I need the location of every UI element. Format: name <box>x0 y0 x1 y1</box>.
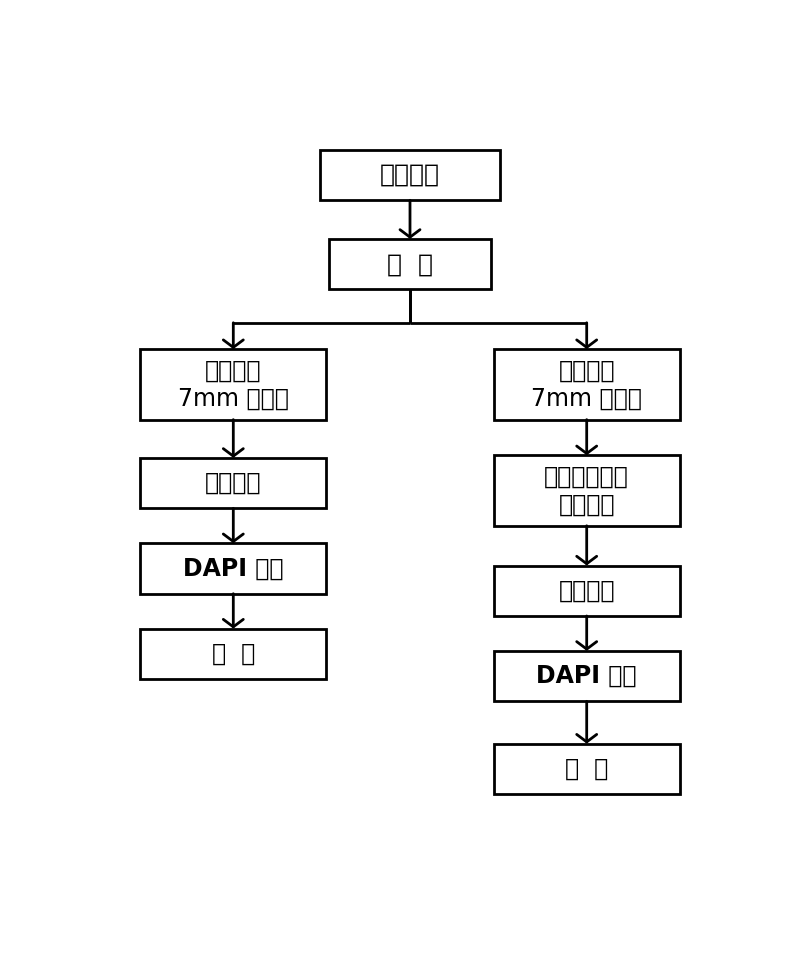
Bar <box>494 349 680 419</box>
Bar <box>494 743 680 794</box>
Bar <box>494 651 680 702</box>
Text: DAPI 染色: DAPI 染色 <box>537 664 637 688</box>
Text: 直径小于
7mm 的花蕾: 直径小于 7mm 的花蕾 <box>178 359 289 411</box>
Text: 镜  检: 镜 检 <box>212 642 255 666</box>
Bar <box>140 349 326 419</box>
Text: 甘油渗透: 甘油渗透 <box>558 578 615 602</box>
Text: 甘油渗透: 甘油渗透 <box>205 471 262 495</box>
Bar <box>140 629 326 679</box>
Text: DAPI 染色: DAPI 染色 <box>183 556 283 580</box>
Text: 镜  检: 镜 检 <box>565 757 608 781</box>
Text: 次氯酸钠氧化
水浴热激: 次氯酸钠氧化 水浴热激 <box>544 465 629 517</box>
Bar <box>494 566 680 616</box>
Bar <box>330 239 490 289</box>
Bar <box>140 544 326 594</box>
Bar <box>320 149 500 201</box>
Bar <box>140 458 326 508</box>
Text: 固  定: 固 定 <box>387 253 433 276</box>
Text: 棉花花蕾: 棉花花蕾 <box>380 163 440 187</box>
Text: 直径大于
7mm 的花蕾: 直径大于 7mm 的花蕾 <box>531 359 642 411</box>
Bar <box>494 455 680 525</box>
